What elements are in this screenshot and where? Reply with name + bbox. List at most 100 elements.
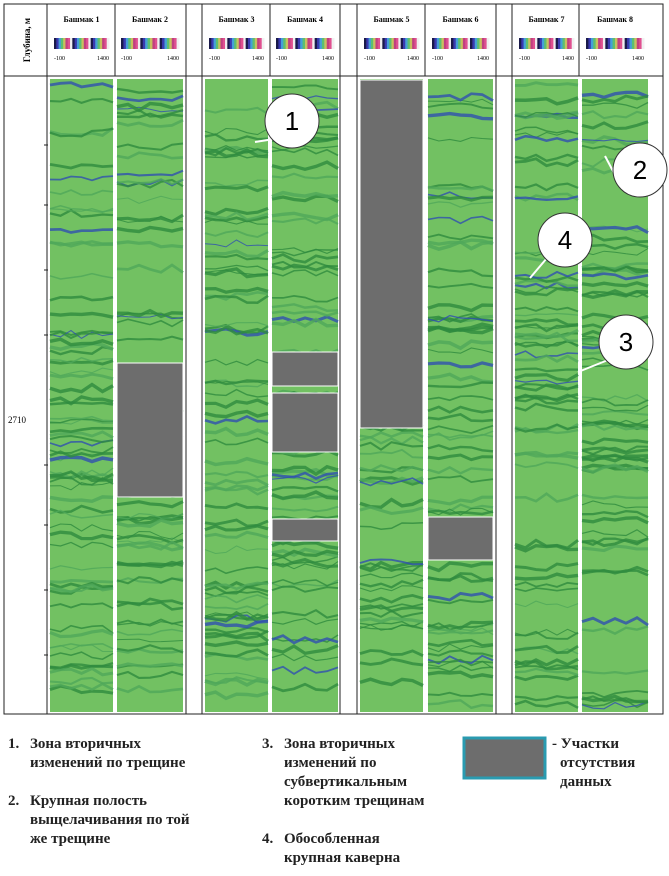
- texture: [359, 585, 424, 592]
- callout-number: 4: [558, 225, 572, 255]
- texture: [116, 142, 184, 151]
- texture: [204, 253, 269, 261]
- colorbar-cell: [569, 38, 573, 49]
- texture: [204, 611, 269, 620]
- colorbar-cell: [368, 38, 372, 49]
- texture: [204, 594, 269, 604]
- legend-number: 4.: [262, 831, 274, 847]
- texture: [271, 653, 339, 662]
- texture: [204, 629, 269, 640]
- texture: [204, 294, 269, 304]
- texture: [514, 600, 579, 609]
- texture: [581, 695, 649, 704]
- pad-label: Башмак 3: [218, 15, 254, 24]
- texture: [204, 127, 269, 136]
- texture: [204, 470, 269, 479]
- colorbar-cell: [634, 38, 638, 49]
- no-data: [271, 392, 339, 453]
- texture: [514, 153, 579, 163]
- texture: [359, 609, 424, 619]
- texture: [581, 493, 649, 500]
- texture: [116, 662, 184, 669]
- texture: [49, 372, 114, 381]
- texture: [427, 413, 494, 423]
- texture: [359, 624, 424, 630]
- scale-max: 1400: [97, 56, 109, 62]
- texture: [581, 248, 649, 256]
- colorbar-cell: [254, 38, 258, 49]
- scale-max: 1400: [632, 56, 644, 62]
- scale-min: -100: [432, 56, 443, 62]
- texture: [49, 644, 114, 653]
- texture: [581, 500, 649, 509]
- texture: [514, 423, 579, 433]
- texture: [427, 102, 494, 110]
- legend-text: Зона вторичных: [284, 736, 396, 752]
- colorbar-cell: [631, 38, 635, 49]
- colorbar-cell: [448, 38, 452, 49]
- texture: [427, 561, 494, 573]
- scale-min: -100: [586, 56, 597, 62]
- texture: [49, 341, 114, 352]
- texture: [116, 618, 184, 626]
- pad-label: Башмак 6: [442, 15, 478, 24]
- texture: [271, 269, 339, 277]
- depth-value: 2710: [8, 415, 27, 425]
- texture: [427, 507, 494, 516]
- colorbar-cell: [125, 38, 129, 49]
- scale-max: 1400: [252, 56, 264, 62]
- colorbar-cell: [307, 38, 311, 49]
- colorbar-cell: [600, 38, 604, 49]
- texture: [49, 578, 114, 584]
- colorbar-cell: [530, 38, 534, 49]
- texture: [581, 669, 649, 675]
- texture: [271, 303, 339, 313]
- texture: [204, 145, 269, 152]
- texture: [427, 627, 494, 636]
- texture: [581, 625, 649, 635]
- colorbar-cell: [157, 38, 161, 49]
- texture: [359, 572, 424, 579]
- texture: [427, 381, 494, 389]
- colorbar-cell: [462, 38, 466, 49]
- texture: [49, 509, 114, 519]
- texture: [116, 684, 184, 694]
- colorbar-cell: [364, 38, 367, 49]
- texture: [49, 661, 114, 669]
- colorbar-cell: [607, 38, 611, 49]
- texture: [117, 112, 184, 119]
- colorbar-cell: [548, 38, 552, 49]
- texture: [514, 695, 579, 702]
- texture: [514, 492, 579, 503]
- texture: [116, 500, 184, 509]
- colorbar-cell: [564, 38, 568, 49]
- texture: [49, 450, 114, 458]
- texture: [204, 264, 269, 272]
- texture: [49, 624, 114, 634]
- colorbar-cell: [154, 38, 158, 49]
- texture: [116, 628, 184, 636]
- texture: [204, 414, 269, 425]
- colorbar-cell: [130, 38, 134, 49]
- texture: [49, 97, 114, 105]
- texture: [514, 379, 579, 385]
- texture: [581, 568, 649, 577]
- colorbar-cell: [79, 38, 82, 49]
- texture: [49, 81, 114, 89]
- colorbar-cell: [451, 38, 454, 49]
- texture: [204, 456, 269, 467]
- texture: [49, 208, 114, 218]
- texture: [49, 426, 114, 434]
- colorbar-cell: [300, 38, 304, 49]
- texture: [271, 505, 339, 513]
- legend-number: 1.: [8, 736, 20, 752]
- colorbar-cell: [74, 38, 78, 49]
- texture: [271, 190, 339, 199]
- texture: [204, 478, 269, 487]
- texture: [204, 388, 269, 398]
- colorbar-cell: [147, 38, 151, 49]
- scale-min: -100: [209, 56, 220, 62]
- texture: [116, 313, 184, 320]
- pad-label: Башмак 7: [528, 15, 564, 24]
- texture: [49, 523, 114, 532]
